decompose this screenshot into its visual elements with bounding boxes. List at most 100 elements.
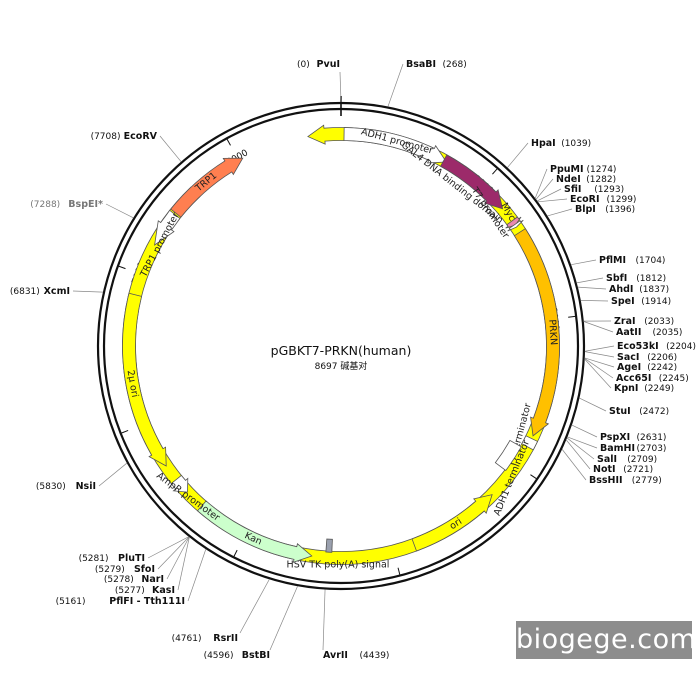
enzyme-name: ZraI — [614, 316, 636, 327]
tick-mark — [492, 168, 498, 175]
enzyme-position: (2245) — [659, 374, 689, 384]
enzyme-name: AhdI — [609, 284, 633, 295]
enzyme-site: SfoI (5279) — [95, 536, 190, 575]
enzyme-name: SfoI — [134, 564, 155, 575]
enzyme-site: SfiI (1293) — [537, 184, 624, 202]
tick-mark — [118, 265, 126, 270]
enzyme-leader-line — [570, 259, 597, 266]
tick-mark — [121, 429, 129, 434]
enzyme-position: (4761) — [172, 634, 202, 644]
enzyme-position: (2249) — [644, 384, 674, 394]
enzyme-name: SfiI — [564, 184, 581, 195]
enzyme-position: (6831) — [10, 287, 40, 297]
enzyme-position: (2242) — [647, 363, 677, 373]
enzyme-leader-line — [157, 536, 190, 570]
enzyme-position: (1299) — [607, 195, 637, 205]
enzyme-site: PvuI (0) — [297, 59, 342, 103]
enzyme-name: KasI — [152, 585, 175, 596]
enzyme-site: StuI (2472) — [579, 397, 669, 417]
enzyme-leader-line — [584, 358, 614, 379]
enzyme-leader-line — [576, 277, 604, 284]
enzyme-site: AhdI (1837) — [577, 284, 669, 295]
enzyme-site: NsiI (5830) — [36, 462, 128, 492]
enzyme-name: BspEI* — [68, 199, 103, 210]
enzyme-position: (7288) — [30, 200, 60, 210]
enzyme-position: (1837) — [639, 285, 669, 295]
enzyme-leader-line — [166, 536, 190, 580]
enzyme-leader-line — [577, 286, 607, 290]
enzyme-position: (0) — [297, 60, 310, 70]
restriction-sites: PvuI(0) BsaBI (268)HpaI (1039)PpuMI (1274)Nd… — [10, 59, 696, 661]
enzyme-site: BspEI* (7288) — [30, 199, 134, 219]
enzyme-name: XcmI — [44, 286, 70, 297]
enzyme-site: BstBI (4596) — [204, 585, 298, 661]
enzyme-site: ZraI (2033) — [583, 316, 674, 327]
tick-mark — [226, 139, 231, 146]
enzyme-leader-line — [72, 290, 104, 293]
enzyme-leader-line — [565, 439, 591, 470]
enzyme-name: NdeI — [556, 174, 581, 185]
enzyme-leader-line — [571, 424, 598, 438]
hsv-tk-polya-arrow — [325, 538, 333, 553]
enzyme-site: NarI (5278) — [104, 536, 190, 585]
enzyme-name: PspXI — [600, 432, 630, 443]
enzyme-name: BlpI — [575, 204, 596, 215]
enzyme-site: Eco53kI (2204) — [584, 341, 696, 352]
enzyme-leader-line — [534, 168, 548, 199]
enzyme-leader-line — [147, 536, 189, 559]
enzyme-name: SpeI — [611, 296, 635, 307]
enzyme-position: (2472) — [639, 407, 669, 417]
enzyme-site: EcoRI (1299) — [537, 194, 637, 205]
enzyme-position: (2709) — [627, 455, 657, 465]
enzyme-position: (1293) — [594, 185, 624, 195]
enzyme-leader-line — [579, 397, 607, 412]
enzyme-name: Eco53kI — [617, 341, 659, 352]
enzyme-leader-line — [547, 208, 573, 217]
enzyme-name: AvrII — [323, 650, 348, 661]
enzyme-leader-line — [580, 300, 609, 302]
enzyme-name: Acc65I — [616, 373, 651, 384]
prkn-label: PRKN — [546, 319, 559, 345]
enzyme-site: RsrII (4761) — [172, 579, 270, 644]
enzyme-site: AgeI (2242) — [584, 357, 677, 373]
adh1-promoter-arrow — [343, 127, 448, 164]
enzyme-name: PpuMI — [550, 164, 584, 175]
enzyme-name: NotI — [593, 464, 616, 475]
ori-arrow — [411, 494, 493, 552]
adh1-terminator-arrow — [494, 439, 522, 472]
enzyme-leader-line — [567, 436, 598, 449]
enzyme-site: HpaI (1039) — [507, 138, 591, 168]
enzyme-position: (1396) — [605, 205, 635, 215]
enzyme-name: HpaI — [531, 138, 556, 149]
enzyme-position: (2631) — [637, 433, 667, 443]
enzyme-site: SbfI (1812) — [576, 273, 666, 284]
enzyme-name: BssHII — [589, 475, 623, 486]
enzyme-site: AvrII (4439) — [322, 589, 389, 661]
tick-mark — [397, 567, 401, 575]
enzyme-name: SbfI — [606, 273, 627, 284]
enzyme-position: (2204) — [666, 342, 696, 352]
enzyme-site: AatII (2035) — [583, 321, 683, 338]
two-micron-ori-arrow — [122, 292, 167, 467]
enzyme-leader-line — [584, 357, 615, 368]
enzyme-position: (2721) — [623, 465, 653, 475]
enzyme-leader-line — [535, 178, 554, 200]
enzyme-leader-line — [339, 71, 342, 103]
enzyme-position: (2033) — [644, 317, 674, 327]
enzyme-site: SalI (2709) — [566, 437, 657, 465]
enzyme-leader-line — [561, 449, 587, 481]
enzyme-leader-line — [566, 437, 595, 460]
enzyme-position: (5281) — [79, 554, 109, 564]
enzyme-leader-line — [537, 188, 562, 202]
enzyme-name: BsaBI — [406, 59, 436, 70]
tick-mark — [568, 315, 576, 318]
enzyme-leader-line — [177, 537, 190, 591]
t7-terminator-arrow — [521, 435, 539, 451]
tick-mark — [233, 549, 238, 557]
enzyme-position: (2035) — [653, 328, 683, 338]
enzyme-leader-line — [98, 462, 128, 487]
enzyme-name: EcoRI — [570, 194, 600, 205]
enzyme-name: AgeI — [617, 362, 641, 373]
enzyme-name: AatII — [616, 327, 641, 338]
enzyme-name: NarI — [141, 574, 164, 585]
